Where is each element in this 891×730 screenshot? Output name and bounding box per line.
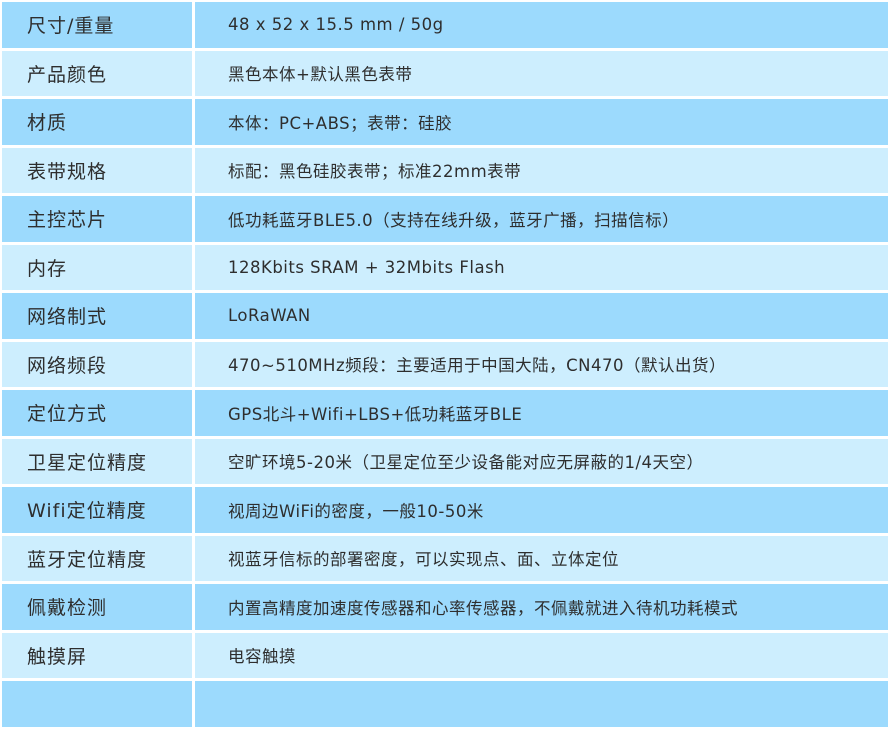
- spec-value: 空旷环境5-20米（卫星定位至少设备能对应无屏蔽的1/4天空）: [195, 438, 888, 484]
- spec-label: 表带规格: [2, 147, 192, 193]
- spec-label: 卫星定位精度: [2, 438, 192, 484]
- spec-label: 主控芯片: [2, 196, 192, 242]
- table-row: 尺寸/重量 48 x 52 x 15.5 mm / 50g: [2, 2, 888, 48]
- table-row: [2, 681, 888, 727]
- table-row: Wifi定位精度 视周边WiFi的密度，一般10-50米: [2, 487, 888, 533]
- spec-value: 128Kbits SRAM + 32Mbits Flash: [195, 244, 888, 290]
- spec-value: 本体：PC+ABS；表带：硅胶: [195, 99, 888, 145]
- spec-label: 内存: [2, 244, 192, 290]
- table-row: 网络频段 470~510MHz频段：主要适用于中国大陆，CN470（默认出货）: [2, 341, 888, 387]
- table-row: 佩戴检测 内置高精度加速度传感器和心率传感器，不佩戴就进入待机功耗模式: [2, 584, 888, 630]
- spec-value: 视周边WiFi的密度，一般10-50米: [195, 487, 888, 533]
- table-row: 蓝牙定位精度 视蓝牙信标的部署密度，可以实现点、面、立体定位: [2, 535, 888, 581]
- spec-value: GPS北斗+Wifi+LBS+低功耗蓝牙BLE: [195, 390, 888, 436]
- spec-label: 蓝牙定位精度: [2, 535, 192, 581]
- table-row: 材质 本体：PC+ABS；表带：硅胶: [2, 99, 888, 145]
- spec-label: 材质: [2, 99, 192, 145]
- spec-label: Wifi定位精度: [2, 487, 192, 533]
- table-row: 网络制式 LoRaWAN: [2, 293, 888, 339]
- spec-label: 产品颜色: [2, 50, 192, 96]
- spec-value: 视蓝牙信标的部署密度，可以实现点、面、立体定位: [195, 535, 888, 581]
- spec-label: 网络制式: [2, 293, 192, 339]
- spec-label: 网络频段: [2, 341, 192, 387]
- spec-label: 尺寸/重量: [2, 2, 192, 48]
- spec-value: LoRaWAN: [195, 293, 888, 339]
- spec-label: 定位方式: [2, 390, 192, 436]
- spec-label: 触摸屏: [2, 632, 192, 678]
- spec-value: 内置高精度加速度传感器和心率传感器，不佩戴就进入待机功耗模式: [195, 584, 888, 630]
- spec-value: 48 x 52 x 15.5 mm / 50g: [195, 2, 888, 48]
- spec-label: 佩戴检测: [2, 584, 192, 630]
- spec-value: 470~510MHz频段：主要适用于中国大陆，CN470（默认出货）: [195, 341, 888, 387]
- spec-value: 低功耗蓝牙BLE5.0（支持在线升级，蓝牙广播，扫描信标）: [195, 196, 888, 242]
- spec-value: 电容触摸: [195, 632, 888, 678]
- table-row: 卫星定位精度 空旷环境5-20米（卫星定位至少设备能对应无屏蔽的1/4天空）: [2, 438, 888, 484]
- table-row: 定位方式 GPS北斗+Wifi+LBS+低功耗蓝牙BLE: [2, 390, 888, 436]
- spec-label: [2, 681, 192, 727]
- table-row: 表带规格 标配：黑色硅胶表带；标准22mm表带: [2, 147, 888, 193]
- table-row: 内存 128Kbits SRAM + 32Mbits Flash: [2, 244, 888, 290]
- spec-value: [195, 681, 888, 727]
- table-row: 触摸屏 电容触摸: [2, 632, 888, 678]
- spec-value: 黑色本体+默认黑色表带: [195, 50, 888, 96]
- table-row: 主控芯片 低功耗蓝牙BLE5.0（支持在线升级，蓝牙广播，扫描信标）: [2, 196, 888, 242]
- spec-value: 标配：黑色硅胶表带；标准22mm表带: [195, 147, 888, 193]
- table-row: 产品颜色 黑色本体+默认黑色表带: [2, 50, 888, 96]
